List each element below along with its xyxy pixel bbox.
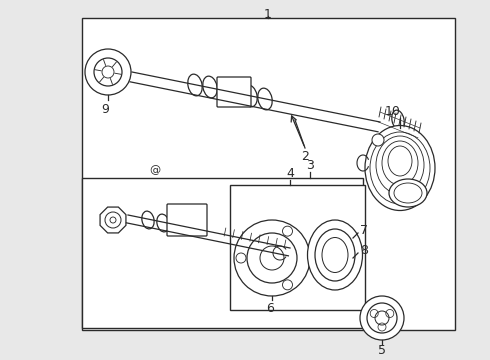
Ellipse shape: [322, 238, 348, 273]
Circle shape: [110, 217, 116, 223]
Circle shape: [236, 253, 246, 263]
FancyBboxPatch shape: [217, 77, 251, 107]
Text: 2: 2: [301, 150, 309, 163]
Bar: [82, 178, 363, 328]
Bar: [82, 18, 455, 330]
Text: @: @: [149, 165, 161, 175]
Text: 7: 7: [360, 224, 368, 237]
Text: 5: 5: [378, 344, 386, 357]
Circle shape: [283, 280, 293, 290]
Text: 8: 8: [360, 243, 368, 256]
Ellipse shape: [389, 179, 427, 207]
Ellipse shape: [308, 220, 363, 290]
Polygon shape: [100, 207, 126, 233]
Text: 10: 10: [385, 105, 401, 118]
Ellipse shape: [243, 85, 257, 107]
Circle shape: [367, 303, 397, 333]
Ellipse shape: [258, 88, 272, 110]
Text: 6: 6: [266, 302, 274, 315]
Text: 9: 9: [101, 103, 109, 116]
Circle shape: [94, 58, 122, 86]
Circle shape: [360, 296, 404, 340]
Circle shape: [372, 134, 384, 146]
Circle shape: [234, 220, 310, 296]
Ellipse shape: [157, 214, 169, 232]
Circle shape: [105, 212, 121, 228]
Ellipse shape: [365, 126, 435, 211]
FancyBboxPatch shape: [167, 204, 207, 236]
Text: 3: 3: [306, 159, 314, 172]
Ellipse shape: [188, 74, 202, 96]
Circle shape: [375, 311, 389, 325]
Bar: [230, 185, 365, 310]
Ellipse shape: [203, 76, 217, 98]
Circle shape: [247, 233, 297, 283]
Ellipse shape: [315, 229, 355, 281]
Circle shape: [260, 246, 284, 270]
Text: 4: 4: [286, 167, 294, 180]
Circle shape: [283, 226, 293, 236]
Circle shape: [102, 66, 114, 78]
Text: 1: 1: [264, 8, 272, 21]
Ellipse shape: [142, 211, 154, 229]
Circle shape: [85, 49, 131, 95]
Ellipse shape: [392, 110, 404, 130]
